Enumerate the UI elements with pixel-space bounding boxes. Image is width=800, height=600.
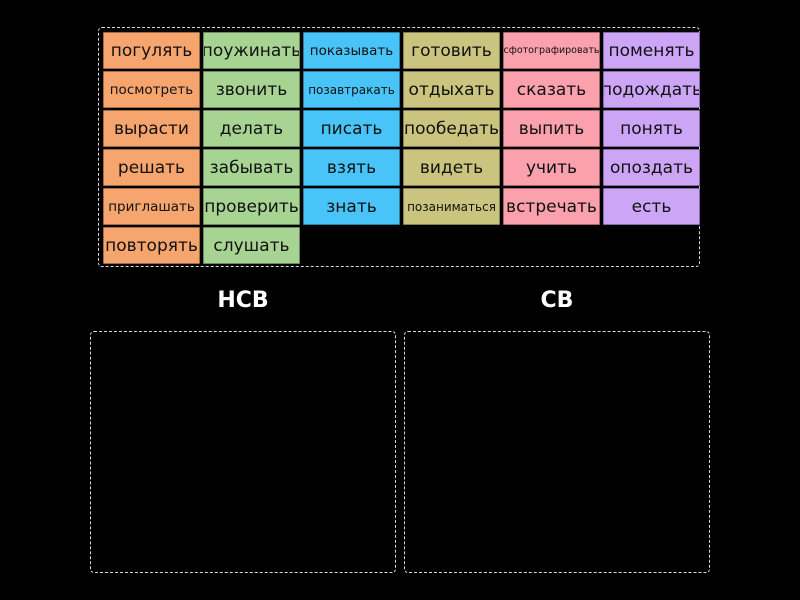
word-tile[interactable]: погулять <box>103 32 200 69</box>
drop-zone-nsv[interactable] <box>90 331 396 573</box>
word-tile[interactable]: вырасти <box>103 110 200 147</box>
word-tile[interactable]: отдыхать <box>403 71 500 108</box>
group-title-sv: СВ <box>540 288 574 313</box>
word-tile[interactable]: сказать <box>503 71 600 108</box>
word-tile[interactable]: позаниматься <box>403 188 500 225</box>
word-tile[interactable]: приглашать <box>103 188 200 225</box>
word-tile[interactable]: забывать <box>203 149 300 186</box>
word-tile[interactable]: слушать <box>203 227 300 264</box>
word-tile[interactable]: решать <box>103 149 200 186</box>
word-tile[interactable]: есть <box>603 188 700 225</box>
drop-zone-sv[interactable] <box>404 331 710 573</box>
word-tile[interactable]: понять <box>603 110 700 147</box>
word-tile[interactable]: поужинать <box>203 32 300 69</box>
word-pool: погулять поужинать показывать готовить сфото… <box>98 27 700 267</box>
word-tile[interactable]: показывать <box>303 32 400 69</box>
word-tile[interactable]: позавтракать <box>303 71 400 108</box>
word-tile[interactable]: учить <box>503 149 600 186</box>
word-tile[interactable]: готовить <box>403 32 500 69</box>
word-tile[interactable]: подождать <box>603 71 700 108</box>
word-tile[interactable]: выпить <box>503 110 600 147</box>
word-tile[interactable]: писать <box>303 110 400 147</box>
group-title-nsv: НСВ <box>217 288 269 313</box>
word-tile[interactable]: знать <box>303 188 400 225</box>
word-tile[interactable]: поменять <box>603 32 700 69</box>
word-tile[interactable]: сфотографировать <box>503 32 600 69</box>
tile-grid: погулять поужинать показывать готовить сфото… <box>103 32 700 264</box>
word-tile[interactable]: посмотреть <box>103 71 200 108</box>
word-tile[interactable]: видеть <box>403 149 500 186</box>
word-tile[interactable]: проверить <box>203 188 300 225</box>
word-tile[interactable]: делать <box>203 110 300 147</box>
word-tile[interactable]: повторять <box>103 227 200 264</box>
word-tile[interactable]: звонить <box>203 71 300 108</box>
word-tile[interactable]: взять <box>303 149 400 186</box>
word-tile[interactable]: встречать <box>503 188 600 225</box>
word-tile[interactable]: пообедать <box>403 110 500 147</box>
word-tile[interactable]: опоздать <box>603 149 700 186</box>
